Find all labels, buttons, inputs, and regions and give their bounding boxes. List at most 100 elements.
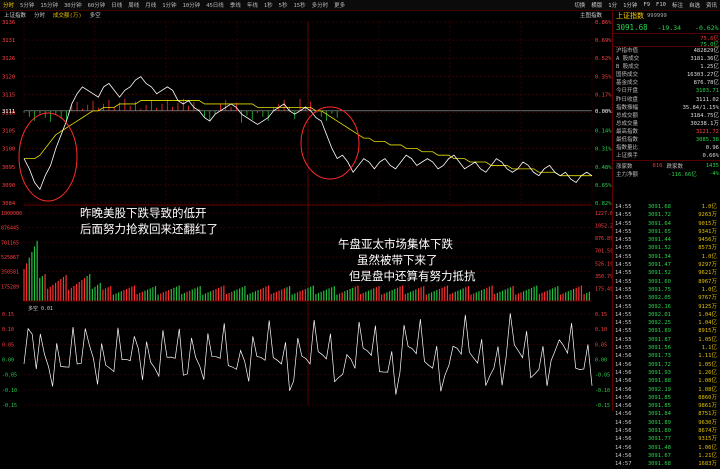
tick-amount: 9341万: [698, 228, 717, 235]
stat-label: 昨日收盘: [616, 96, 639, 103]
tick-price: 3091.85: [647, 403, 671, 410]
stat-row: B 股成交 1.25亿: [613, 63, 720, 71]
tool-button-4[interactable]: F9: [643, 2, 651, 8]
tick-row: 14:55 3091.44 9456万: [613, 236, 720, 244]
tick-time: 14:56: [615, 403, 632, 410]
period-tab-4[interactable]: 60分钟: [87, 3, 106, 9]
tick-price: 3091.89: [647, 328, 671, 335]
tick-amount: 8967万: [698, 278, 717, 285]
main-flow-label: 主力净额: [616, 172, 639, 179]
period-tab-6[interactable]: 周线: [128, 3, 140, 9]
period-tab-10[interactable]: 45日线: [206, 3, 224, 9]
annotation-right-line1: 午盘亚太市场集体下跌: [338, 237, 453, 251]
tick-price: 3091.68: [647, 204, 671, 210]
stat-row: 昨日收盘 3111.02: [613, 96, 720, 104]
left-axis-tick: 3126: [2, 56, 15, 62]
period-tab-7[interactable]: 月线: [145, 3, 157, 9]
tool-button-8[interactable]: 资讯: [705, 3, 717, 9]
left-axis-tick: 3105: [2, 129, 15, 135]
volume-label: 成交额(万): [53, 12, 82, 19]
tick-row: 14:55 3091.52 8573万: [613, 244, 720, 252]
right-axis-tick: 0.65%: [595, 183, 612, 189]
tick-row: 14:55 3091.64 9015万: [613, 220, 720, 228]
period-tab-0[interactable]: 分时: [3, 3, 15, 9]
sell-value: 75.0亿: [700, 42, 719, 48]
tick-amount: 8573万: [698, 245, 717, 252]
period-tab-8[interactable]: 1分钟: [162, 3, 177, 9]
period-tab-1[interactable]: 5分钟: [20, 3, 35, 9]
vol-left-tick: 1000000: [1, 211, 22, 217]
vol-left-tick: 701165: [1, 240, 19, 246]
stat-value: 876.78亿: [693, 80, 719, 87]
period-tab-2[interactable]: 15分钟: [40, 3, 58, 9]
tick-time: 14:56: [615, 428, 632, 435]
period-tab-14[interactable]: 5秒: [278, 3, 288, 9]
tick-row: 14:56 3092.19 1.08亿: [613, 386, 720, 394]
stat-label: 沪指市值: [616, 48, 639, 54]
tick-price: 3091.72: [647, 212, 671, 219]
annotation-right-line2: 虽然被带下来了: [357, 253, 438, 267]
period-tab-5[interactable]: 日线: [111, 3, 123, 9]
period-tab-17[interactable]: 更多: [334, 3, 346, 9]
vol-right-tick: 1052.2亿: [595, 223, 612, 230]
tick-time: 14:55: [615, 295, 632, 302]
tick-price: 3091.60: [647, 278, 671, 285]
tick-time: 14:55: [615, 311, 632, 318]
right-axis-tick: 0.82%: [595, 201, 612, 207]
tick-amount: 1.08亿: [698, 386, 717, 393]
tick-row: 14:55 3091.52 9621万: [613, 269, 720, 277]
left-axis-tick: 3110: [2, 111, 15, 117]
period-tab-3[interactable]: 30分钟: [63, 3, 82, 9]
chart-mode[interactable]: 分时: [34, 12, 46, 19]
tool-button-2[interactable]: 1分: [608, 3, 618, 9]
stat-value: 3111.02: [695, 96, 719, 103]
stat-row: 最低指数 3085.38: [613, 136, 720, 144]
decline-label: 跌家数: [666, 163, 683, 170]
tool-button-0[interactable]: 切换: [574, 3, 586, 9]
decline-count: 1435: [705, 162, 719, 169]
tool-button-6[interactable]: 标注: [671, 3, 683, 9]
period-tab-11[interactable]: 季线: [229, 3, 241, 9]
stat-label: 指数量比: [616, 145, 639, 152]
intraday-chart[interactable]: 3136 0.86% 3131 0.69% 3126 0.52% 3120 0.35% 3115…: [0, 19, 612, 411]
tick-row: 14:56 3091.48 1.06亿: [613, 444, 720, 452]
tick-time: 14:55: [615, 228, 632, 235]
period-tab-15[interactable]: 15秒: [293, 3, 306, 9]
period-tab-16[interactable]: 多分时: [311, 3, 329, 9]
tick-amount: 9297万: [698, 262, 717, 269]
period-tab-12[interactable]: 年线: [246, 3, 258, 9]
tool-button-1[interactable]: 横版: [591, 3, 603, 9]
right-axis-tick: 0.35%: [595, 74, 612, 80]
osc-left-tick: -0.10: [2, 388, 17, 394]
tick-row: 14:57 3091.68 1683万: [613, 460, 720, 468]
tool-button-3[interactable]: 1分钟: [623, 3, 638, 9]
vol-right-tick: 175.4亿: [595, 285, 612, 292]
osc-right-tick: 0.15: [595, 312, 607, 318]
tick-time: 14:56: [615, 386, 632, 393]
tick-price: 3091.44: [647, 237, 671, 244]
tick-amount: 1683万: [698, 461, 717, 468]
stat-value: 482829亿: [693, 48, 719, 54]
tick-list[interactable]: 14:55 3091.68 1.0亿 14:55 3091.72 9263万 14:55 30…: [613, 203, 720, 469]
tick-time: 14:55: [615, 303, 632, 310]
stat-row: 国债成交 16303.27亿: [613, 71, 720, 79]
tick-row: 14:55 3091.89 8915万: [613, 327, 720, 335]
chart-info-bar: 上证指数 分时 成交额(万) 多空 主图指数: [0, 10, 612, 19]
tick-time: 14:56: [615, 353, 632, 360]
stat-value: 3121.72: [695, 128, 719, 135]
stat-label: 国债成交: [616, 72, 639, 79]
main-chart-selector[interactable]: 主图指数: [579, 12, 602, 19]
period-tab-9[interactable]: 10分钟: [182, 3, 201, 9]
tool-button-7[interactable]: 自选: [688, 3, 700, 9]
tool-button-5[interactable]: F10: [656, 2, 666, 8]
period-tab-13[interactable]: 1秒: [263, 3, 273, 9]
osc-right-tick: 0.00: [595, 358, 607, 364]
tick-price: 3092.05: [647, 295, 671, 302]
tick-price: 3091.80: [647, 428, 671, 435]
tick-amount: 1.21亿: [698, 452, 717, 459]
stat-value: 0.96: [705, 145, 719, 152]
stat-row: 沪指市值 482829亿: [613, 47, 720, 55]
stat-value: 30238.1万: [690, 120, 719, 127]
left-axis-tick: 3136: [2, 20, 15, 26]
tick-price: 3091.89: [647, 419, 671, 426]
